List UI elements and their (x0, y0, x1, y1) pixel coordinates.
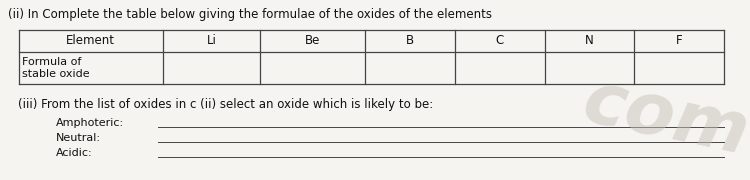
Text: B: B (406, 35, 414, 48)
Text: Li: Li (206, 35, 217, 48)
Text: Be: Be (305, 35, 320, 48)
Text: Acidic:: Acidic: (56, 148, 93, 158)
Text: (ii) In Complete the table below giving the formulae of the oxides of the elemen: (ii) In Complete the table below giving … (8, 8, 492, 21)
Text: Formula of
stable oxide: Formula of stable oxide (22, 57, 89, 79)
Text: Neutral:: Neutral: (56, 133, 101, 143)
Text: Amphoteric:: Amphoteric: (56, 118, 125, 128)
Text: (iii) From the list of oxides in c (ii) select an oxide which is likely to be:: (iii) From the list of oxides in c (ii) … (18, 98, 433, 111)
Text: C: C (496, 35, 504, 48)
Text: Element: Element (66, 35, 116, 48)
Text: N: N (585, 35, 594, 48)
Text: F: F (676, 35, 682, 48)
Text: com: com (577, 68, 750, 170)
